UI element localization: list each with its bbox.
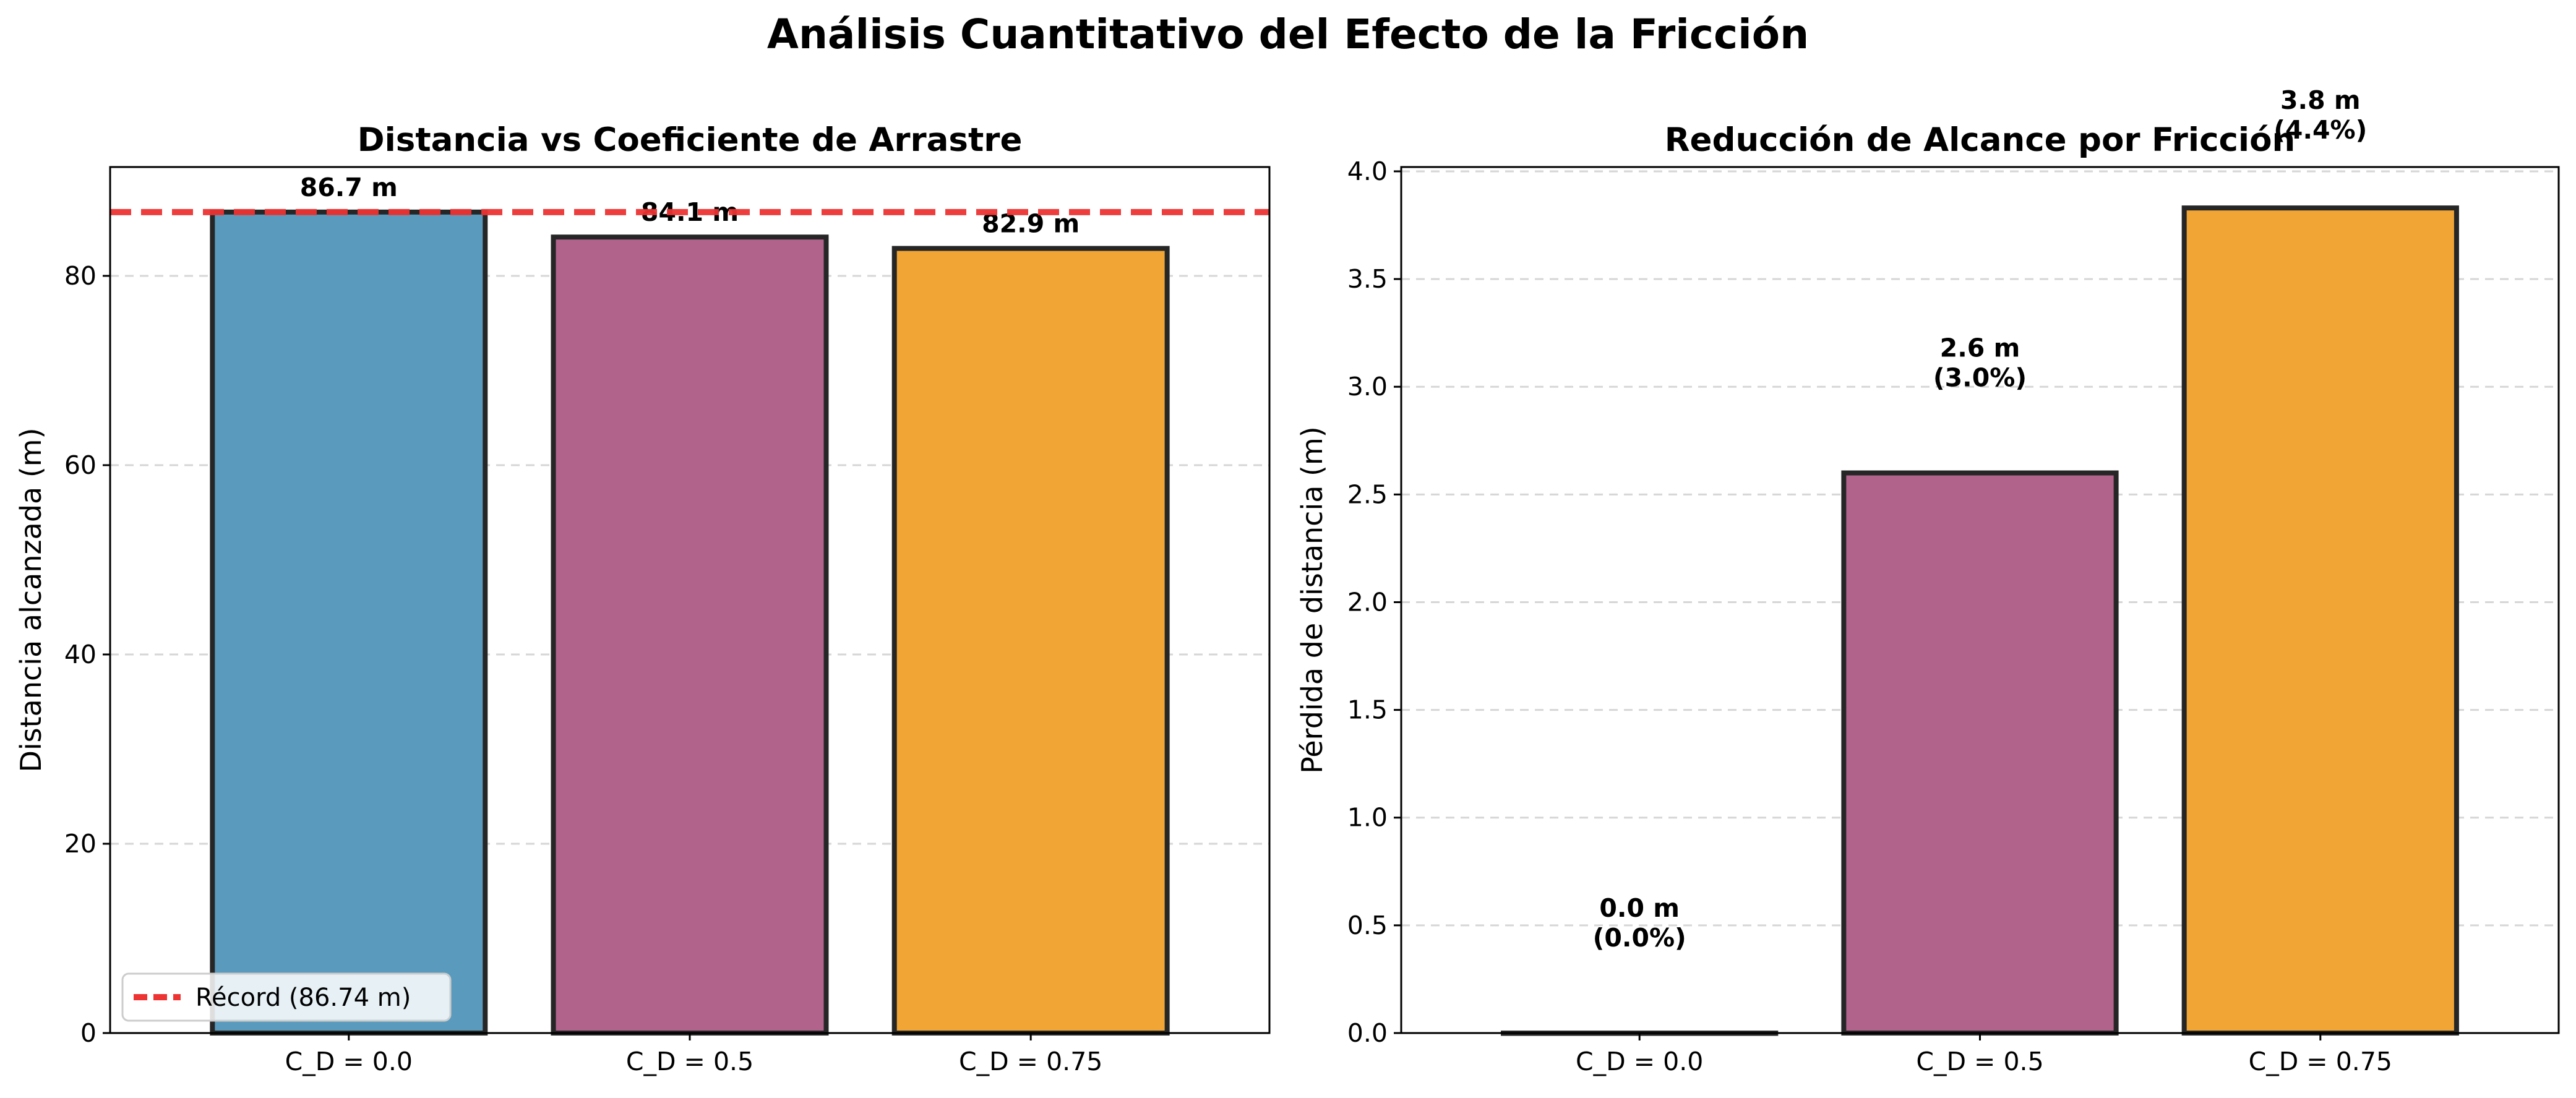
chart-2: 0.0 m (0.0%) C_D = 0.0 2.6 m (3.0%) C_D = 0.5… <box>1295 85 2560 1076</box>
y-tick-label: 80 <box>64 261 97 291</box>
y-tick-label: 3.5 <box>1347 264 1388 294</box>
bar-2 <box>551 234 829 1036</box>
axes-frame <box>1400 166 2560 1034</box>
bar-value-label: 86.7 m <box>300 173 398 202</box>
y-tick-label: 4.0 <box>1347 157 1388 186</box>
bar-3 <box>891 246 1170 1036</box>
legend-box <box>121 972 452 1022</box>
y-tick-label: 0 <box>80 1018 97 1048</box>
y-tick-label: 3.0 <box>1347 372 1388 401</box>
y-tick-label: 40 <box>64 640 97 669</box>
y-tick-label: 1.5 <box>1347 695 1388 725</box>
chart-title: Distancia vs Coeficiente de Arrastre <box>358 121 1023 159</box>
x-tick-label: C_D = 0.0 <box>285 1047 413 1076</box>
axes-frame <box>109 166 1271 1034</box>
y-tick-label: 2.0 <box>1347 587 1388 617</box>
x-tick-label: C_D = 0.5 <box>1916 1047 2043 1076</box>
y-tick-label: 20 <box>64 829 97 859</box>
x-tick-label: C_D = 0.0 <box>1576 1047 1703 1076</box>
chart-1: 86.7 m C_D = 0.0 84.1 m C_D = 0.5 82.9 m C_D … <box>14 121 1271 1076</box>
bar-2 <box>1841 470 2119 1036</box>
bar-3 <box>2181 205 2459 1036</box>
x-tick-label: C_D = 0.75 <box>959 1047 1102 1076</box>
y-axis-label: Pérdida de distancia (m) <box>1295 426 1329 774</box>
y-tick-label: 1.0 <box>1347 803 1388 833</box>
bar-value-label: 82.9 m <box>982 209 1080 239</box>
y-axis-label: Distancia alcanzada (m) <box>14 427 48 772</box>
y-tick-label: 60 <box>64 450 97 480</box>
figure-title: Análisis Cuantitativo del Efecto de la F… <box>767 11 1809 58</box>
legend: Récord (86.74 m) <box>121 972 452 1022</box>
y-tick-label: 0.0 <box>1347 1018 1388 1048</box>
y-tick-label: 2.5 <box>1347 479 1388 509</box>
chart-title: Reducción de Alcance por Fricción <box>1665 121 2295 159</box>
x-tick-label: C_D = 0.5 <box>626 1047 753 1076</box>
y-tick-label: 0.5 <box>1347 911 1388 940</box>
bar-value-label: 3.8 m (4.4%) <box>2273 85 2367 145</box>
bar-value-label: 0.0 m (0.0%) <box>1593 893 1686 953</box>
charts-container: 86.7 m C_D = 0.0 84.1 m C_D = 0.5 82.9 m C_D … <box>14 85 2560 1076</box>
bar-value-label: 84.1 m <box>641 197 739 227</box>
bar-1 <box>210 209 488 1036</box>
legend-entry-label: Récord (86.74 m) <box>195 984 411 1012</box>
x-tick-label: C_D = 0.75 <box>2249 1047 2392 1076</box>
bar-value-label: 2.6 m (3.0%) <box>1933 333 2027 393</box>
